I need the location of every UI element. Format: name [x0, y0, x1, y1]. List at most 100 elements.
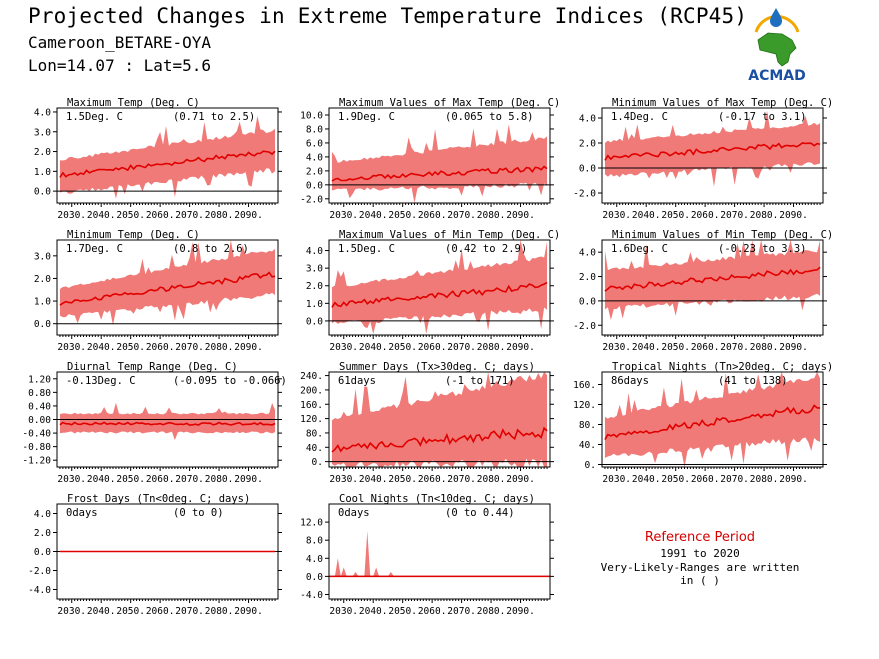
panel-tnx: -2.0 0.0 2.0 4.0 2030. 2040. 2050. 2060. 2070. 20… — [545, 97, 835, 227]
x-tick-label: 2050. — [116, 606, 145, 617]
range-spike — [387, 571, 394, 577]
plot-frame — [601, 371, 824, 468]
likely-range-band — [604, 372, 821, 467]
panel-likely-range: (0 to 0) — [173, 507, 224, 519]
median-line — [604, 404, 821, 440]
panel-change-value: 1.4Deg. C — [611, 111, 668, 123]
panel-title: Minimum Values of Max Temp (Deg. C) — [612, 97, 834, 109]
y-tick-label: 3.0 — [34, 127, 51, 138]
y-tick-label: -4.0 — [300, 590, 323, 601]
x-tick-label: 2030. — [57, 606, 86, 617]
panel-txx: -2.0 0.0 2.0 4.0 6.0 8.0 10.0 2030. 2040. 2050. 20… — [272, 97, 562, 227]
chart-svg: -4.0 0.0 4.0 8.0 12.0 2030. 2040. 2050. 2060. 207… — [300, 503, 554, 617]
y-tick-label: 240. — [300, 371, 323, 382]
page-title: Projected Changes in Extreme Temperature… — [28, 4, 748, 28]
panel-likely-range: (-0.095 to -0.066) — [173, 375, 287, 387]
x-tick-label: 2080. — [750, 474, 779, 485]
plot-frame — [328, 107, 551, 204]
y-tick-label: 0.0 — [306, 180, 323, 191]
range-spike — [334, 558, 341, 577]
x-tick-label: 2040. — [632, 210, 661, 221]
chart-svg: 0. 40. 80. 120. 160. 2030. 2040. 2050. 2060. 2070… — [573, 371, 827, 485]
x-tick-label: 2040. — [359, 474, 388, 485]
x-tick-label: 2050. — [116, 342, 145, 353]
x-tick-label: 2090. — [779, 474, 808, 485]
y-tick-label: 4.0 — [579, 248, 596, 259]
x-tick-label: 2030. — [57, 210, 86, 221]
plot-frame — [601, 239, 824, 336]
x-tick-label: 2040. — [87, 210, 116, 221]
x-tick-label: 2030. — [602, 210, 631, 221]
x-tick-label: 2090. — [506, 474, 535, 485]
likely-range-band — [331, 124, 548, 203]
chart-svg: 0.40.80.120.160.200.240.2030. 2040. 2050. 2… — [300, 371, 554, 485]
y-tick-label: 2.0 — [306, 166, 323, 177]
x-tick-label: 2070. — [447, 342, 476, 353]
panel-change-value: 1.6Deg. C — [611, 243, 668, 255]
range-spike — [364, 531, 371, 577]
panel-dtr: -1.20 -0.80 -0.40 0.00 0.40 0.80 1.20 2030. 2040… — [0, 361, 290, 491]
x-tick-label: 2070. — [175, 474, 204, 485]
x-tick-label: 2030. — [329, 210, 358, 221]
panel-tnmin: -2.0 0.0 2.0 4.0 2030. 2040. 2050. 2060. 2070. 20… — [545, 229, 835, 359]
likely-range-band — [59, 240, 276, 326]
y-tick-label: 12.0 — [300, 518, 323, 529]
x-tick-label: 2050. — [388, 342, 417, 353]
x-tick-label: 2030. — [57, 474, 86, 485]
panel-likely-range: (-0.17 to 3.1) — [718, 111, 807, 123]
panel-fd: -4.0 -2.0 0.0 2.0 4.0 2030. 2040. 2050. 2060. 207… — [0, 493, 290, 623]
y-tick-label: 0.0 — [34, 187, 51, 198]
y-tick-label: 0.0 — [34, 547, 51, 558]
y-tick-label: 4.0 — [306, 246, 323, 257]
chart-svg: 0.0 1.0 2.0 3.0 2030. 2040. 2050. 2060. 2070. 208… — [34, 239, 282, 353]
y-tick-label: 3.0 — [34, 251, 51, 262]
median-line — [59, 421, 276, 426]
x-tick-label: 2060. — [146, 210, 175, 221]
y-tick-label: -2.0 — [573, 321, 596, 332]
panel-likely-range: (-0.23 to 3.3) — [718, 243, 807, 255]
chart-svg: -4.0 -2.0 0.0 2.0 4.0 2030. 2040. 2050. 2060. 207… — [28, 503, 282, 617]
y-tick-label: 40. — [579, 440, 596, 451]
y-tick-label: 10.0 — [300, 110, 323, 121]
panel-change-value: 0days — [66, 507, 98, 519]
x-tick-label: 2070. — [175, 342, 204, 353]
y-tick-label: -0.40 — [22, 429, 51, 440]
panel-change-value: 1.7Deg. C — [66, 243, 123, 255]
chart-svg: -1.20 -0.80 -0.40 0.00 0.40 0.80 1.20 2030. 2040… — [22, 371, 282, 485]
y-tick-label: 0.0 — [306, 572, 323, 583]
x-tick-label: 2060. — [691, 474, 720, 485]
panel-cn: -4.0 0.0 4.0 8.0 12.0 2030. 2040. 2050. 2060. 207… — [272, 493, 562, 623]
x-tick-label: 2090. — [506, 210, 535, 221]
panel-likely-range: (-1 to 171) — [445, 375, 515, 387]
y-tick-label: -2.0 — [300, 194, 323, 205]
panel-change-value: 1.9Deg. C — [338, 111, 395, 123]
panel-title: Cool Nights (Tn<10deg. C; days) — [339, 493, 535, 505]
y-tick-label: 1.0 — [306, 299, 323, 310]
x-tick-label: 2090. — [506, 606, 535, 617]
reference-note: Very-Likely-Ranges are written in ( ) — [600, 561, 800, 587]
x-tick-label: 2030. — [329, 606, 358, 617]
panel-title: Maximum Values of Min Temp (Deg. C) — [339, 229, 561, 241]
x-tick-label: 2050. — [388, 606, 417, 617]
x-tick-label: 2060. — [691, 342, 720, 353]
x-tick-label: 2030. — [602, 474, 631, 485]
x-tick-label: 2040. — [632, 342, 661, 353]
range-spike — [373, 567, 380, 577]
x-tick-label: 2050. — [661, 210, 690, 221]
panel-title: Frost Days (Tn<0deg. C; days) — [67, 493, 251, 505]
y-tick-label: 0.00 — [28, 415, 51, 426]
panel-tnn: 0.0 1.0 2.0 3.0 4.0 2030. 2040. 2050. 2060. 2070.… — [272, 229, 562, 359]
x-tick-label: 2080. — [477, 474, 506, 485]
panel-likely-range: (0.8 to 2.6) — [173, 243, 249, 255]
y-tick-label: 3.0 — [306, 264, 323, 275]
range-spike — [352, 571, 359, 577]
x-tick-label: 2070. — [175, 210, 204, 221]
reference-period-box: Reference Period 1991 to 2020 Very-Likel… — [595, 530, 805, 587]
y-tick-label: 0.0 — [34, 319, 51, 330]
x-tick-label: 2030. — [602, 342, 631, 353]
x-tick-label: 2070. — [175, 606, 204, 617]
x-tick-label: 2090. — [779, 342, 808, 353]
x-tick-label: 2070. — [447, 210, 476, 221]
